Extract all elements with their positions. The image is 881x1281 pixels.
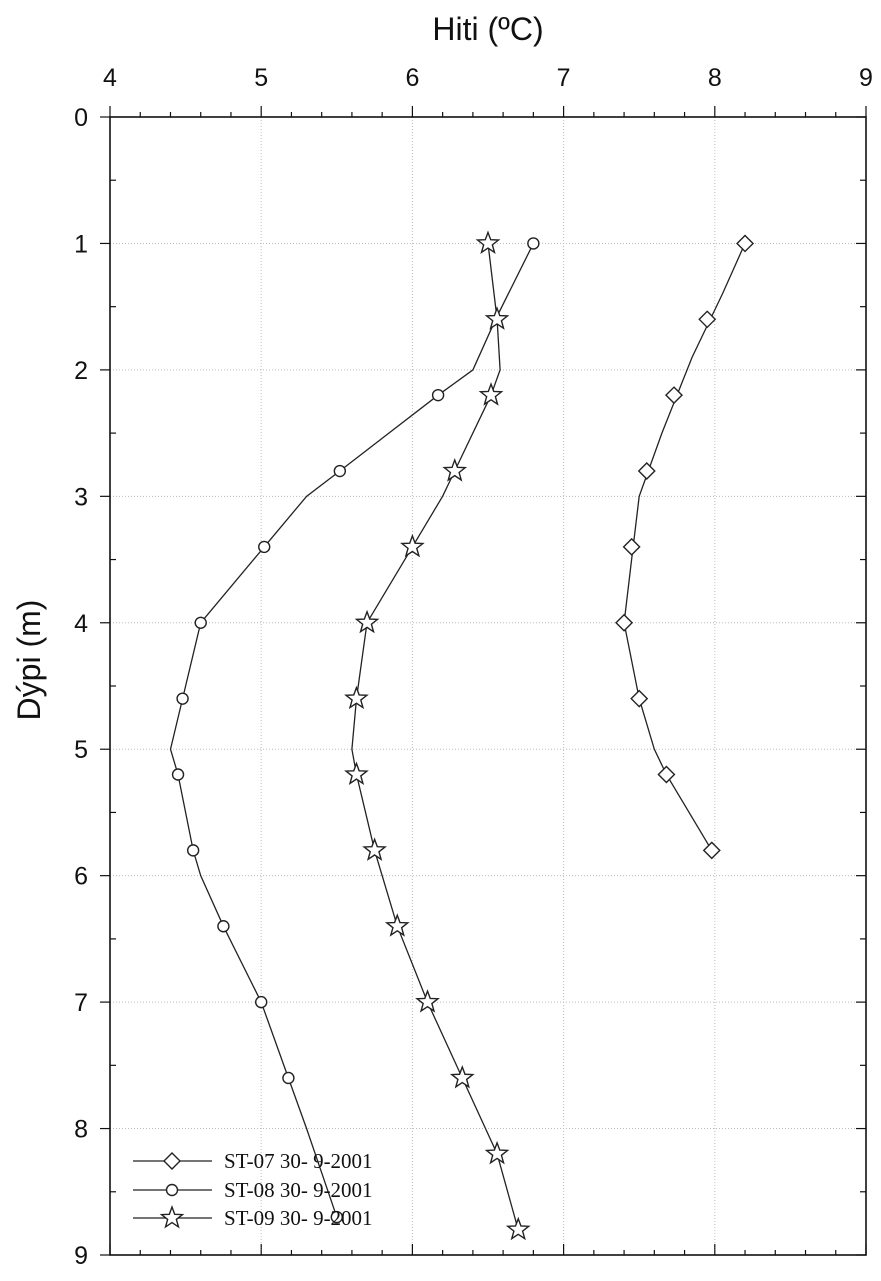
series-star [344,230,531,1241]
data-point-star [344,685,369,710]
series-line [623,243,746,851]
y-axis-title: Dýpi (m) [11,600,47,721]
data-point-star [484,1140,510,1165]
series-layer [169,230,755,1241]
legend-marker-star [159,1204,185,1229]
series-circle [169,237,540,1224]
data-point-star [344,761,369,786]
data-point-diamond [702,841,721,860]
legend-marker-circle [165,1183,179,1197]
data-point-circle [527,237,540,250]
series-diamond [615,234,755,860]
x-tick-label: 9 [859,64,873,92]
data-point-star [478,382,504,406]
data-point-circle [330,1210,343,1224]
y-tick-label: 5 [74,736,88,764]
data-point-star [505,1216,531,1241]
y-tick-label: 1 [74,230,88,258]
data-point-circle [186,844,200,857]
data-point-star [354,609,380,634]
data-point-star [384,913,410,937]
data-point-star [484,306,510,330]
y-tick-labels: 0 1 2 3 4 5 6 7 8 9 [74,104,88,1270]
legend-item: ST-09 30- 9-2001 [133,1204,373,1230]
y-tick-label: 7 [74,989,88,1017]
axis-ticks [100,106,867,1256]
y-tick-label: 3 [74,483,88,511]
y-tick-label: 9 [74,1242,88,1270]
x-tick-label: 8 [708,64,722,92]
grid [110,117,866,1255]
y-tick-label: 0 [74,104,88,132]
legend-label: ST-09 30- 9-2001 [224,1206,373,1230]
data-point-circle [217,920,230,933]
data-point-circle [431,388,445,402]
data-point-circle [176,692,189,705]
data-point-circle [258,540,271,554]
data-point-circle [255,995,268,1009]
y-tick-label: 2 [74,357,88,385]
data-point-diamond [664,386,683,405]
data-point-circle [333,464,347,478]
x-axis-title: Hiti (ºC) [432,11,543,47]
legend-item: ST-08 30- 9-2001 [133,1178,373,1202]
plot-frame [109,116,867,1256]
data-point-diamond [657,765,676,784]
data-point-star [475,230,501,254]
series-line [169,243,534,1218]
data-point-star [415,989,440,1013]
data-point-diamond [698,310,717,329]
x-tick-label: 5 [254,64,268,92]
legend-label: ST-07 30- 9-2001 [224,1149,373,1173]
data-point-star [400,533,425,558]
data-point-circle [282,1071,295,1085]
data-point-diamond [637,462,656,481]
data-point-star [442,458,468,482]
x-tick-label: 7 [557,64,571,92]
y-tick-label: 6 [74,863,88,891]
legend-marker-diamond [163,1152,181,1170]
legend: ST-07 30- 9-2001 ST-08 30- 9-2001 ST-09 30… [133,1149,373,1230]
data-point-star [362,837,387,861]
data-point-star [449,1064,475,1089]
data-point-diamond [736,234,755,253]
x-tick-label: 4 [103,64,117,92]
data-point-diamond [630,689,649,708]
x-tick-labels: 4 5 6 7 8 9 [103,64,873,92]
legend-label: ST-08 30- 9-2001 [224,1178,373,1202]
y-tick-label: 8 [74,1116,88,1144]
data-point-diamond [615,613,634,632]
legend-item: ST-07 30- 9-2001 [133,1149,373,1173]
data-point-diamond [622,537,641,556]
x-tick-label: 6 [405,64,419,92]
data-point-circle [171,768,185,781]
y-tick-label: 4 [74,610,88,638]
data-point-circle [194,616,207,629]
